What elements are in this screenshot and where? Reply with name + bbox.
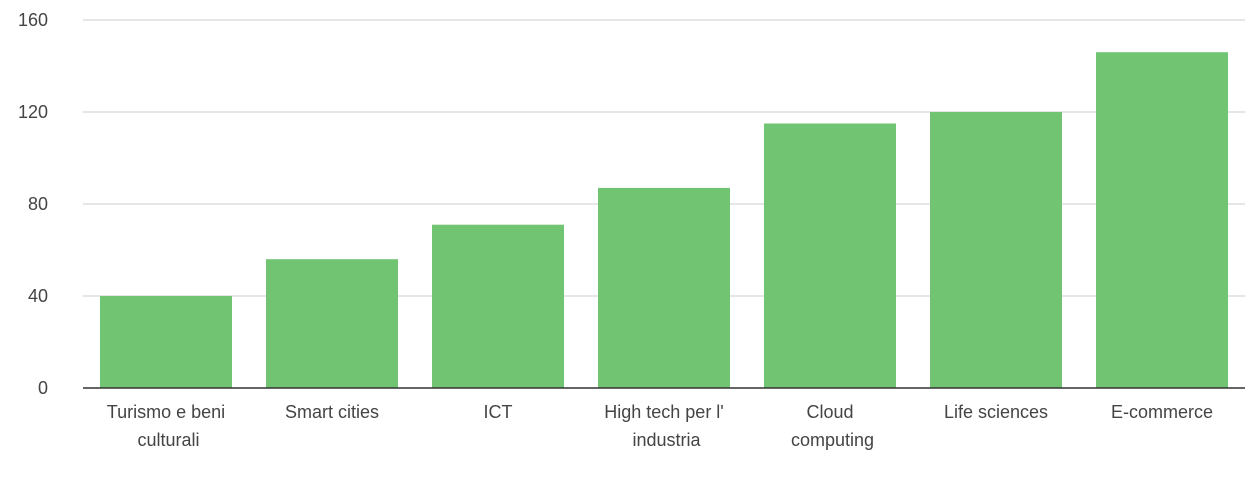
bar (100, 296, 232, 388)
x-tick-label: ICT (484, 402, 513, 422)
label-line: Cloud (806, 402, 853, 422)
label-line: culturali (132, 430, 199, 450)
y-tick-label: 80 (28, 194, 48, 214)
x-tick-label: Turismo e beni culturali (107, 402, 225, 450)
bar (764, 123, 896, 388)
label-line: Life sciences (944, 402, 1048, 422)
label-line: industria (627, 430, 701, 450)
label-line: High tech per l' (604, 402, 724, 422)
x-tick-label: Life sciences (944, 402, 1048, 422)
x-tick-label: E-commerce (1111, 402, 1213, 422)
label-line: computing (786, 430, 874, 450)
bar (266, 259, 398, 388)
bar (432, 224, 564, 388)
label-line: Turismo e beni (107, 402, 225, 422)
bar (598, 187, 730, 388)
x-tick-label: Smart cities (285, 402, 379, 422)
x-tick-label: High tech per l' industria (604, 402, 724, 450)
y-tick-label: 120 (18, 102, 48, 122)
label-line: Smart cities (285, 402, 379, 422)
label-line: E-commerce (1111, 402, 1213, 422)
y-tick-label: 160 (18, 10, 48, 30)
bar (930, 112, 1062, 388)
bar (1096, 52, 1228, 388)
y-tick-label: 0 (38, 378, 48, 398)
y-tick-label: 40 (28, 286, 48, 306)
label-line: ICT (484, 402, 513, 422)
x-tick-label: Cloud computing (786, 402, 874, 450)
